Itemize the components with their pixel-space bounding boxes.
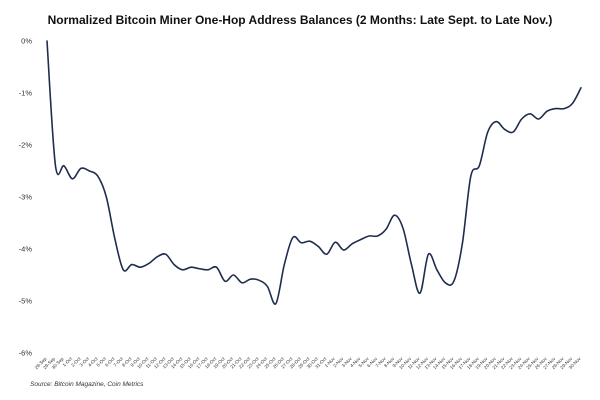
data-point	[232, 274, 234, 276]
data-point	[105, 196, 107, 198]
x-axis-ticks: 28-Sep29-Sep30-Sep1-Oct2-Oct3-Oct4-Oct5-…	[34, 356, 583, 371]
data-point	[164, 253, 166, 255]
y-tick-label: -4%	[19, 245, 33, 254]
data-point	[88, 170, 90, 172]
y-tick-label: -5%	[19, 297, 33, 306]
data-point	[554, 107, 556, 109]
data-point	[54, 165, 56, 167]
y-tick-label: 0%	[21, 37, 32, 46]
data-point	[512, 131, 514, 133]
data-point	[359, 238, 361, 240]
data-point	[461, 243, 463, 245]
data-point	[114, 237, 116, 239]
data-point	[368, 235, 370, 237]
data-point	[46, 40, 48, 42]
data-point	[198, 268, 200, 270]
data-point	[63, 165, 65, 167]
data-point	[258, 279, 260, 281]
data-point	[173, 263, 175, 265]
x-tick-label: 5-Oct	[96, 356, 108, 368]
data-point	[309, 240, 311, 242]
data-point	[275, 302, 277, 304]
data-point	[571, 102, 573, 104]
y-tick-label: -6%	[19, 349, 33, 358]
data-points	[46, 40, 582, 305]
data-point	[436, 269, 438, 271]
data-point	[563, 107, 565, 109]
data-point	[393, 214, 395, 216]
data-point	[215, 266, 217, 268]
data-point	[520, 118, 522, 120]
x-tick-label: 4-Oct	[87, 356, 99, 368]
data-point	[156, 256, 158, 258]
data-point	[529, 113, 531, 115]
data-point	[546, 110, 548, 112]
data-point	[495, 120, 497, 122]
data-point	[580, 87, 582, 89]
x-tick-label: 9-Oct	[129, 356, 141, 368]
data-point	[224, 280, 226, 282]
data-point	[249, 278, 251, 280]
chart-source: Source: Bitcoin Magazine, Coin Metrics	[30, 381, 144, 388]
data-point	[402, 227, 404, 229]
data-point	[181, 269, 183, 271]
x-tick-label: 2-Oct	[70, 356, 82, 368]
x-tick-label: 8-Oct	[121, 356, 133, 368]
data-point	[241, 282, 243, 284]
x-tick-label: 3-Oct	[79, 356, 91, 368]
data-point	[504, 128, 506, 130]
data-point	[385, 228, 387, 230]
y-tick-label: -1%	[19, 89, 33, 98]
data-point	[122, 269, 124, 271]
data-point	[80, 167, 82, 169]
data-point	[131, 263, 133, 265]
data-point	[444, 282, 446, 284]
data-point	[71, 178, 73, 180]
x-tick-label: 6-Oct	[104, 356, 116, 368]
data-point	[97, 175, 99, 177]
data-point	[207, 269, 209, 271]
data-point	[410, 263, 412, 265]
x-tick-label: 1-Oct	[62, 356, 74, 368]
data-point	[300, 242, 302, 244]
data-point	[334, 241, 336, 243]
chart-title: Normalized Bitcoin Miner One-Hop Address…	[47, 13, 553, 27]
data-point	[283, 263, 285, 265]
y-tick-label: -3%	[19, 193, 33, 202]
data-point	[419, 292, 421, 294]
data-point	[487, 131, 489, 133]
data-point	[148, 262, 150, 264]
data-point	[453, 280, 455, 282]
series-line	[46, 40, 582, 305]
data-point	[351, 243, 353, 245]
data-point	[470, 175, 472, 177]
y-axis-ticks: 0% -1% -2% -3% -4% -5% -6%	[19, 37, 33, 358]
y-tick-label: -2%	[19, 141, 33, 150]
data-point	[376, 235, 378, 237]
data-point	[292, 236, 294, 238]
data-point	[342, 249, 344, 251]
data-point	[326, 253, 328, 255]
x-tick-label: 7-Oct	[113, 356, 125, 368]
data-point	[537, 118, 539, 120]
data-point	[266, 285, 268, 287]
data-point	[317, 245, 319, 247]
data-point	[478, 165, 480, 167]
data-point	[190, 266, 192, 268]
data-point	[139, 266, 141, 268]
data-point	[427, 253, 429, 255]
